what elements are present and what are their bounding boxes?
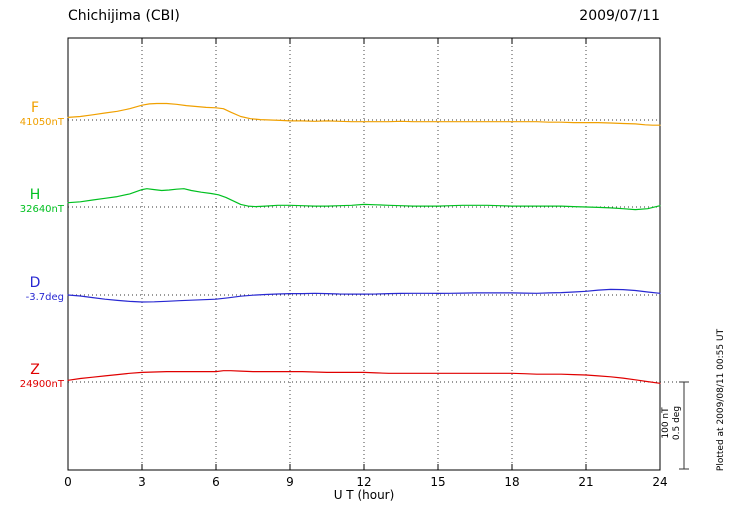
x-tick-label: 21 bbox=[578, 475, 594, 489]
x-tick-label: 24 bbox=[652, 475, 668, 489]
series-label-F: F 41050nT bbox=[6, 101, 64, 128]
trace-F bbox=[67, 102, 661, 126]
x-axis-title: U T (hour) bbox=[333, 488, 395, 502]
series-letter-D: D bbox=[29, 275, 41, 291]
scale-bar-nT: 100 nT bbox=[661, 407, 671, 439]
station-title: Chichijima (CBI) bbox=[68, 8, 180, 24]
x-tick-label: 9 bbox=[286, 475, 294, 489]
series-label-Z: Z 24900nT bbox=[6, 363, 64, 390]
x-tick-label: 3 bbox=[138, 475, 146, 489]
scale-bar-label: 100 nT 0.5 deg bbox=[661, 401, 683, 445]
x-tick-label: 6 bbox=[212, 475, 220, 489]
scale-bar-deg: 0.5 deg bbox=[672, 405, 682, 441]
series-baseline-F: 41050nT bbox=[19, 117, 64, 128]
series-baseline-H: 32640nT bbox=[19, 204, 64, 215]
plotted-at-note: Plotted at 2009/08/11 00:55 UT bbox=[716, 328, 726, 472]
series-baseline-Z: 24900nT bbox=[19, 379, 64, 390]
series-letter-Z: Z bbox=[30, 362, 40, 378]
trace-D bbox=[67, 288, 661, 303]
x-tick-label: 15 bbox=[430, 475, 446, 489]
trace-Z bbox=[67, 370, 661, 384]
x-tick-label: 12 bbox=[356, 475, 372, 489]
x-tick-label: 18 bbox=[504, 475, 520, 489]
plot-date: 2009/07/11 bbox=[579, 8, 660, 24]
series-letter-F: F bbox=[30, 100, 40, 116]
series-label-D: D -3.7deg bbox=[6, 276, 64, 303]
series-letter-H: H bbox=[29, 187, 41, 203]
series-baseline-D: -3.7deg bbox=[25, 292, 64, 303]
trace-H bbox=[67, 188, 661, 211]
x-tick-label: 0 bbox=[64, 475, 72, 489]
series-label-H: H 32640nT bbox=[6, 188, 64, 215]
